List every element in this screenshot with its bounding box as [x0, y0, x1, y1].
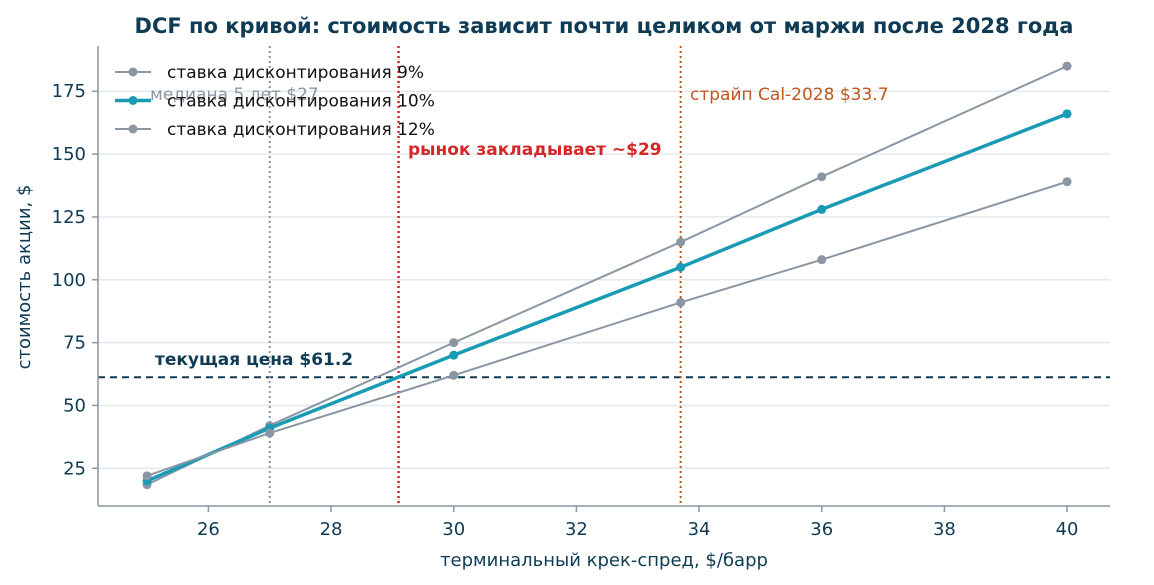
x-tick-label-4: 34: [688, 519, 711, 540]
x-tick-label-0: 26: [197, 519, 220, 540]
x-tick-label-7: 40: [1056, 519, 1079, 540]
data-point-2-1: [265, 428, 275, 438]
reference-lines: [98, 46, 1110, 506]
x-axis-label: терминальный крек-спред, $/барр: [440, 550, 768, 571]
data-point-2-0: [142, 471, 152, 481]
y-tick-label-6: 175: [52, 81, 86, 102]
series-line-2: [146, 180, 1068, 477]
x-tick-label-6: 38: [933, 519, 956, 540]
data-point-2-5: [1062, 177, 1072, 187]
data-point-1-5: [1062, 109, 1072, 119]
data-point-2-3: [676, 297, 686, 307]
legend-marker-2: [128, 124, 138, 134]
series-group: [142, 61, 1072, 490]
data-point-2-2: [449, 370, 459, 380]
chart-title: DCF по кривой: стоимость зависит почти ц…: [135, 14, 1074, 38]
reference-label-2: рынок закладывает ~$29: [408, 140, 662, 160]
axes: [97, 46, 1110, 507]
x-tick-label-5: 36: [810, 519, 833, 540]
data-point-1-2: [449, 350, 459, 360]
data-point-2-4: [817, 255, 827, 265]
legend-marker-1: [128, 96, 138, 105]
series-line-1: [146, 112, 1068, 483]
y-tick-label-3: 100: [52, 270, 86, 291]
y-tick-label-4: 125: [52, 207, 86, 228]
reference-label-0: текущая цена $61.2: [155, 350, 353, 370]
reference-label-3: страйп Cal-2028 $33.7: [690, 85, 889, 105]
y-tick-label-2: 75: [63, 333, 86, 354]
legend-label-1: ставка дисконтирования 10%: [167, 92, 435, 112]
legend-label-0: ставка дисконтирования 9%: [167, 63, 424, 83]
x-tick-label-3: 32: [565, 519, 588, 540]
data-point-0-2: [449, 338, 459, 348]
reference-label-1: медиана 5 лет $27: [150, 85, 319, 105]
x-tick-label-1: 28: [320, 519, 343, 540]
y-tick-label-0: 25: [63, 458, 86, 479]
ticks: 26 28 30 32 34 36 38 40 25 50 75 100 125 150 175: [52, 81, 1079, 540]
legend-marker-0: [128, 67, 138, 77]
data-point-0-4: [817, 172, 827, 182]
data-point-1-3: [676, 262, 686, 272]
legend: ставка дисконтирования 9% ставка дисконти…: [115, 63, 435, 140]
y-tick-label-5: 150: [52, 144, 86, 165]
y-tick-label-1: 50: [63, 395, 86, 416]
data-point-0-5: [1062, 61, 1072, 71]
grid: [98, 90, 1110, 470]
data-point-0-3: [676, 237, 686, 247]
reference-labels: текущая цена $61.2 медиана 5 лет $27 рынок…: [150, 85, 889, 370]
y-axis-label: стоимость акции, $: [14, 185, 35, 370]
x-tick-label-2: 30: [442, 519, 465, 540]
legend-label-2: ставка дисконтирования 12%: [167, 120, 435, 140]
data-point-1-4: [817, 204, 827, 214]
